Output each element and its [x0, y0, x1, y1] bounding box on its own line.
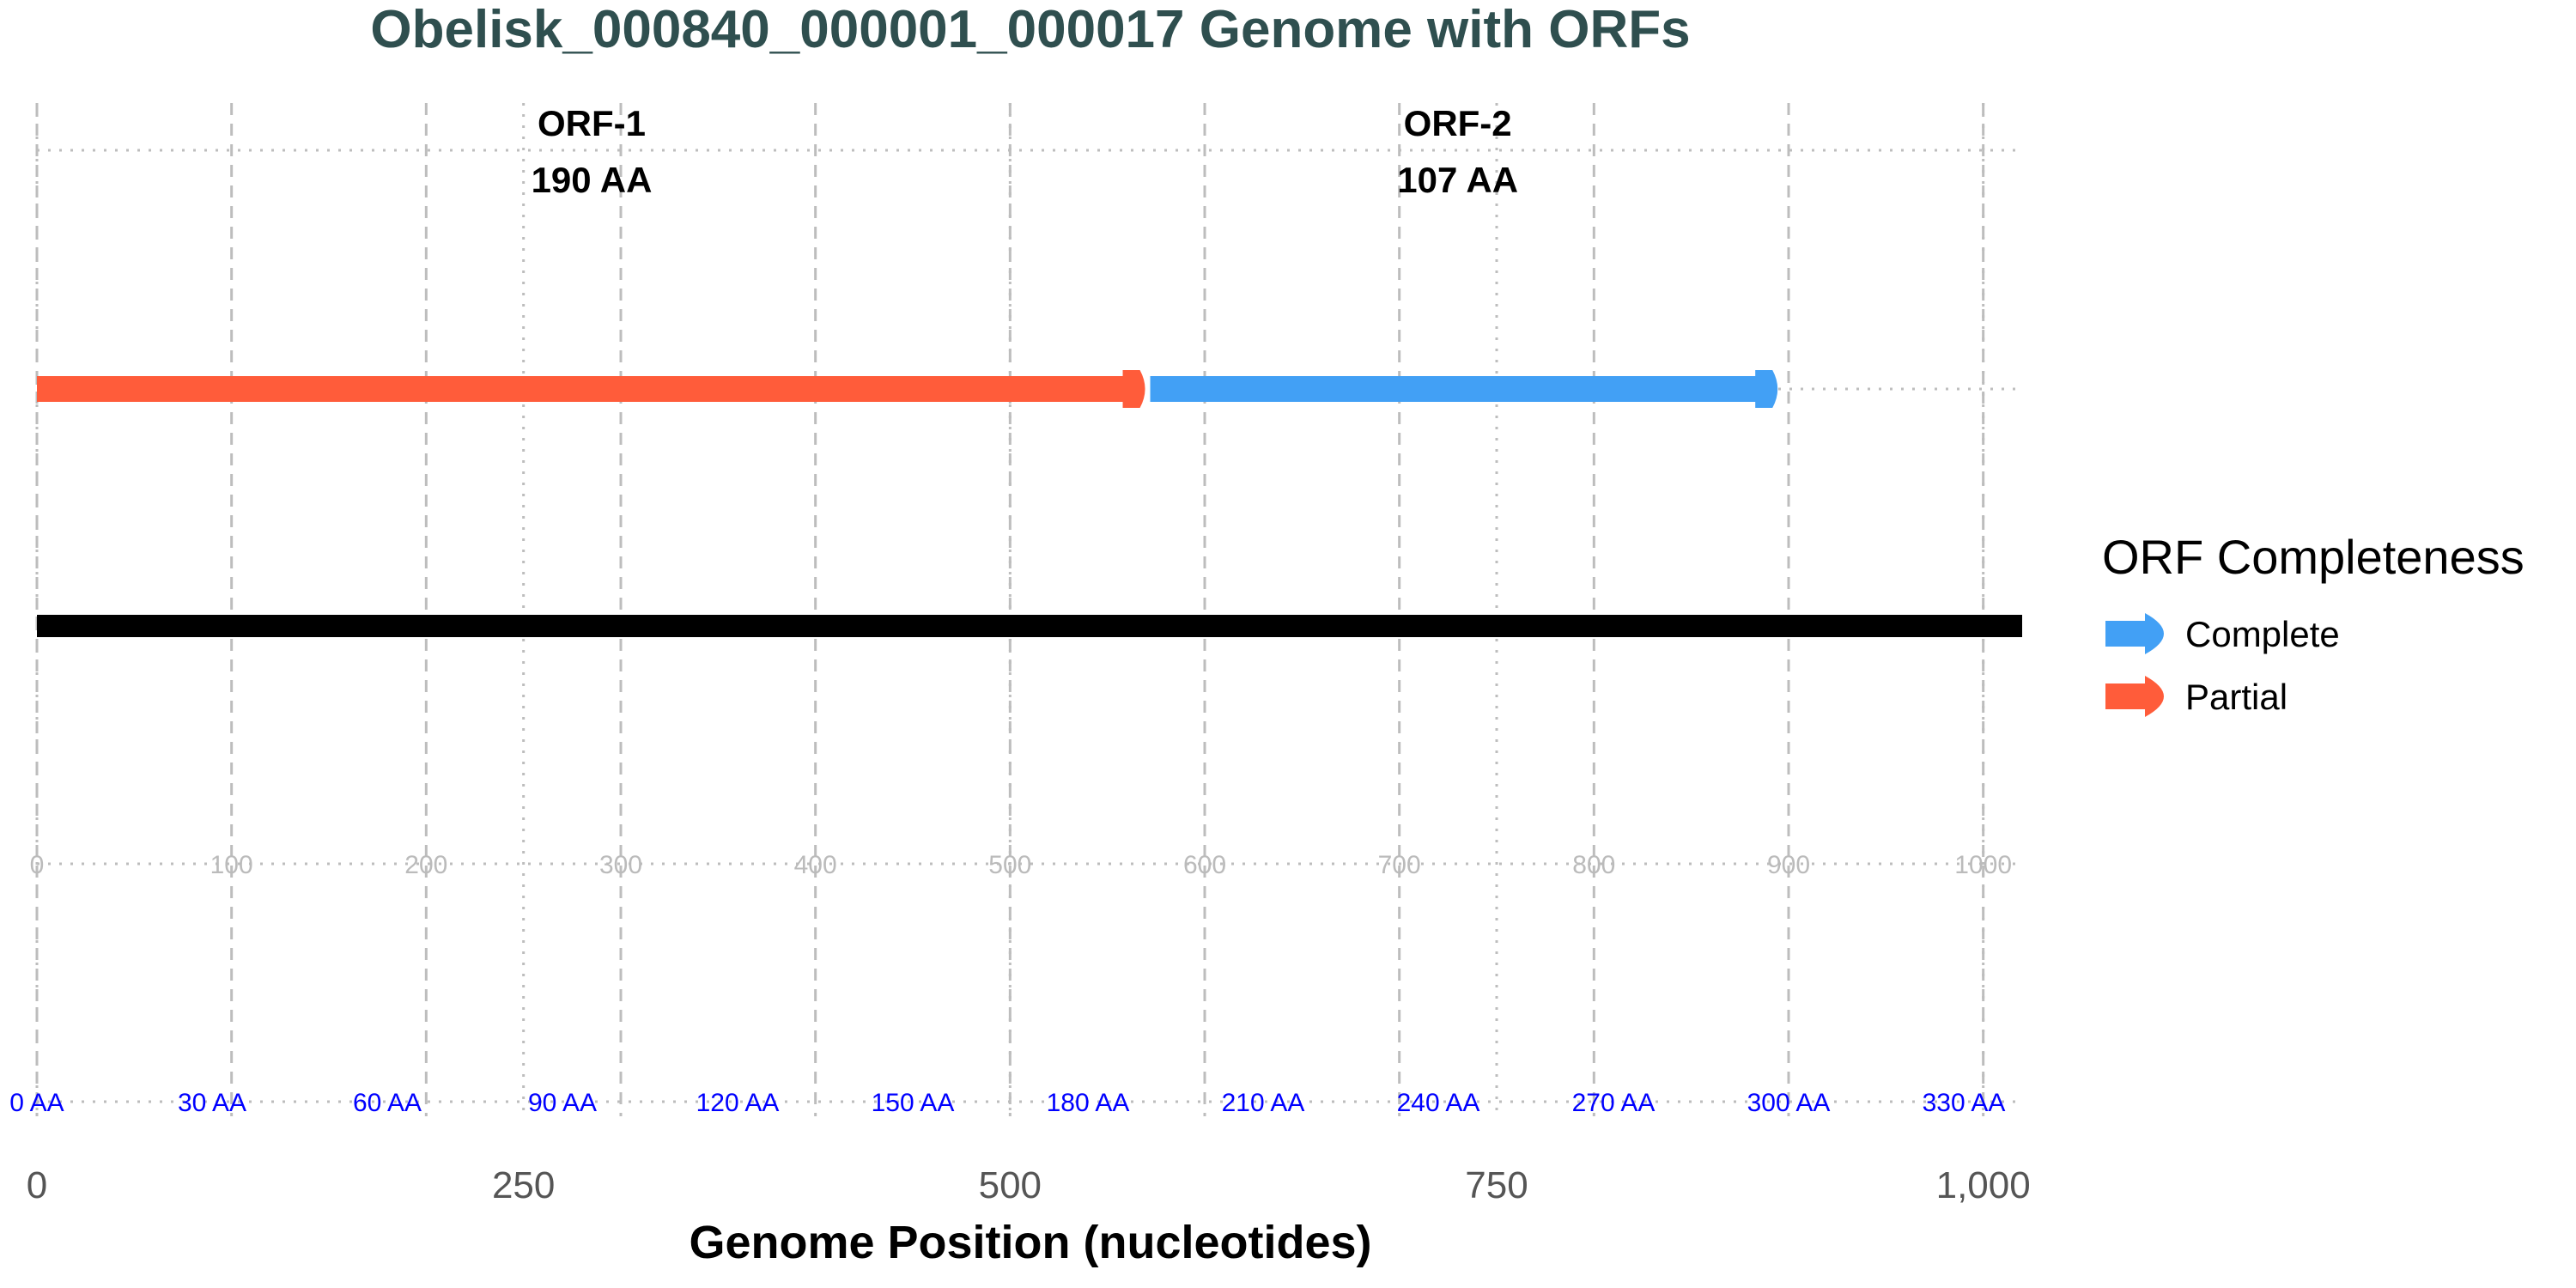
nt-ruler-label: 0	[30, 851, 45, 879]
nt-ruler-label: 800	[1572, 851, 1615, 879]
orf-arrow-body-orf-2	[1150, 376, 1758, 402]
orf-aa-label: 190 AA	[532, 160, 653, 200]
aa-ruler-label: 30 AA	[178, 1089, 246, 1117]
marks-layer: ORF-1 190 AA ORF-2 107 AA 0 100 200 300 400 500 60…	[9, 103, 2030, 1206]
legend-title: ORF Completeness	[2102, 530, 2524, 584]
nt-ruler-label: 200	[404, 851, 447, 879]
nt-ruler-label: 600	[1183, 851, 1226, 879]
legend-key-complete	[2105, 613, 2164, 654]
aa-ruler-label: 300 AA	[1747, 1089, 1831, 1117]
legend-key-partial	[2105, 676, 2164, 717]
nt-ruler-label: 300	[599, 851, 642, 879]
legend-label-partial: Partial	[2185, 677, 2287, 717]
x-axis-label: Genome Position (nucleotides)	[689, 1217, 1371, 1268]
legend-label-complete: Complete	[2185, 614, 2340, 654]
aa-ruler-label: 120 AA	[696, 1089, 780, 1117]
orf-name-label: ORF-2	[1404, 103, 1512, 143]
aa-ruler-label: 0 AA	[9, 1089, 64, 1117]
x-tick-label: 500	[979, 1164, 1042, 1206]
x-tick-label: 0	[27, 1164, 47, 1206]
x-tick-label: 250	[492, 1164, 555, 1206]
x-tick-label: 1,000	[1936, 1164, 2031, 1206]
nt-ruler-label: 900	[1767, 851, 1810, 879]
orf-aa-label: 107 AA	[1397, 160, 1518, 200]
aa-ruler-label: 330 AA	[1923, 1089, 2006, 1117]
orf-arrow-head-orf-1	[1122, 370, 1145, 408]
orf-name-label: ORF-1	[538, 103, 646, 143]
chart-title: Obelisk_000840_000001_000017 Genome with…	[370, 0, 1690, 59]
orf-arrow-head-orf-2	[1755, 370, 1778, 408]
aa-ruler-label: 60 AA	[353, 1089, 422, 1117]
nt-ruler-label: 1000	[1954, 851, 2012, 879]
aa-ruler-label: 90 AA	[528, 1089, 597, 1117]
aa-ruler-label: 150 AA	[872, 1089, 955, 1117]
aa-ruler-label: 240 AA	[1397, 1089, 1480, 1117]
aa-ruler-label: 210 AA	[1222, 1089, 1305, 1117]
nt-ruler-label: 700	[1378, 851, 1421, 879]
orf-arrow-body-orf-1	[37, 376, 1125, 402]
legend: ORF Completeness Complete Partial	[2102, 530, 2524, 717]
grid-layer	[35, 103, 2022, 1116]
nt-ruler-label: 100	[210, 851, 253, 879]
nt-ruler-label: 400	[794, 851, 837, 879]
x-tick-label: 750	[1465, 1164, 1528, 1206]
aa-ruler-label: 180 AA	[1047, 1089, 1130, 1117]
nt-ruler-label: 500	[988, 851, 1031, 879]
aa-ruler-label: 270 AA	[1572, 1089, 1656, 1117]
